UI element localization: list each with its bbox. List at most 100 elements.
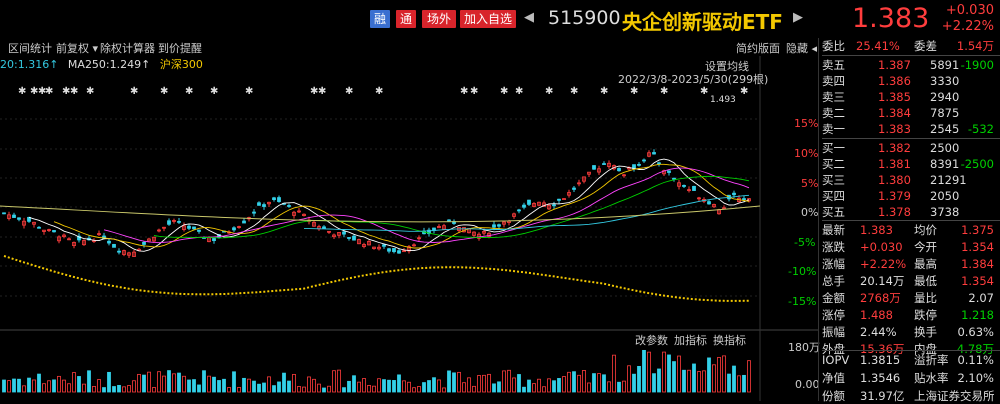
prev-stock-icon[interactable]: ◀ [524,10,534,25]
candle-body [402,250,406,253]
volume-bar [747,360,751,393]
level-price: 1.385 [878,90,911,104]
candle-body [242,220,246,224]
candle-body [367,240,371,246]
volume-bar [17,378,21,393]
stat-row: 涨停 1.488 跌停 1.218 [822,307,1000,323]
extra-value: 31.97亿 [860,389,905,403]
connect-tag[interactable]: 通 [396,10,416,28]
volume-bar [387,379,391,393]
add-watchlist-button[interactable]: 加入自选 [460,10,516,28]
volume-bar [612,354,616,393]
candle-body [557,198,561,201]
simple-layout-button[interactable]: 简约版面 [736,42,780,55]
index-legend: 沪深300 [159,58,203,71]
switch-indicator-button[interactable]: 换指标 [713,334,746,347]
margin-tag[interactable]: 融 [370,10,390,28]
candle-body [297,210,301,213]
volume-bar [497,381,501,393]
candle-body [387,248,391,252]
candle-body [562,198,566,200]
pct-label: 0% [801,206,819,219]
date-range: 2022/3/8-2023/5/30(299根) [618,73,769,86]
volume-bar [592,373,596,393]
candle-body [152,236,156,242]
stat-label: 涨幅 [822,257,845,271]
add-indicator-button[interactable]: 加指标 [674,334,707,347]
volume-bar [582,370,586,393]
ma-line [304,194,750,232]
volume-bar [357,381,361,393]
candle-body [132,251,136,257]
candle-body [77,235,81,241]
candle-body [322,226,326,229]
event-marker: ✱ [185,86,193,97]
edit-params-button[interactable]: 改参数 [635,334,668,347]
candle-body [427,229,431,235]
volume-bar [577,374,581,393]
range-stats-button[interactable]: 区间统计 [8,42,52,55]
stat-label: 振幅 [822,325,845,339]
stock-name: 央企创新驱动ETF [622,10,783,34]
sell-row: 卖三 1.385 2940 [822,89,1000,105]
candle-body [712,204,716,208]
candle-body [472,231,476,236]
volume-bar [242,377,246,393]
volume-bar [232,371,236,393]
price-alert-button[interactable]: 到价提醒 [158,42,202,55]
volume-bar [132,380,136,393]
candle-body [2,212,6,215]
volume-bar [127,385,131,393]
candle-body [372,246,376,249]
index-line [3,255,750,302]
volume-bar [377,378,381,393]
event-marker: ✱ [470,86,478,97]
extra-value: 1.3815 [860,353,901,367]
volume-bar [32,379,36,393]
candle-body [192,226,196,230]
volume-bar [677,355,681,393]
extra-value: 1.3546 [860,371,901,385]
volume-max-label: 180万 [788,341,820,354]
volume-bar [647,351,651,393]
candle-body [212,238,216,242]
candle-body [512,213,516,217]
level-price: 1.378 [878,205,911,219]
hide-panel-button[interactable]: 隐藏 ◂ [786,42,818,55]
candle-body [277,197,281,202]
stat-value: 1.354 [961,274,994,288]
level-label: 卖三 [822,90,845,104]
level-price: 1.387 [878,58,911,72]
otc-tag[interactable]: 场外 [422,10,456,28]
candle-body [257,202,261,206]
candle-body [177,221,181,223]
buy-row: 买一 1.382 2500 [822,140,1000,156]
level-volume: 5891 [930,58,960,72]
volume-bar [52,379,56,393]
event-marker: ✱ [740,86,748,97]
stat-row: 总手 20.14万 最低 1.354 [822,273,1000,289]
level-price: 1.383 [878,122,911,136]
volume-bar [682,369,686,393]
candle-body [122,250,126,255]
event-marker: ✱ [500,86,508,97]
volume-bar [157,371,161,393]
adjust-dropdown[interactable]: 前复权 ▾ [56,42,99,55]
stat-label: 最新 [822,223,845,237]
separator [822,220,1000,221]
next-stock-icon[interactable]: ▶ [793,10,803,25]
volume-bar [137,373,141,393]
stat-label: 金额 [822,291,845,305]
candle-body [17,217,21,220]
volume-bar [472,385,476,393]
level-volume: 3330 [930,74,960,88]
level-volume: 2940 [930,90,960,104]
kline-chart[interactable]: ✱ ✱ ✱✱ ✱ ✱ ✱ ✱ ✱ ✱ ✱ ✱ ✱ ✱ ✱ ✱ ✱ ✱ ✱ ✱ ✱ ✱ ✱ ✱ ✱ ✱ ✱ [0,56,818,401]
set-ma-button[interactable]: 设置均线 [705,60,749,73]
exright-calc-button[interactable]: 除权计算器 [100,42,155,55]
candle-body [412,244,416,247]
candle-body [52,230,56,233]
event-marker: ✱ [545,86,553,97]
stat-label: 最低 [914,274,937,288]
candle-body [62,234,66,237]
